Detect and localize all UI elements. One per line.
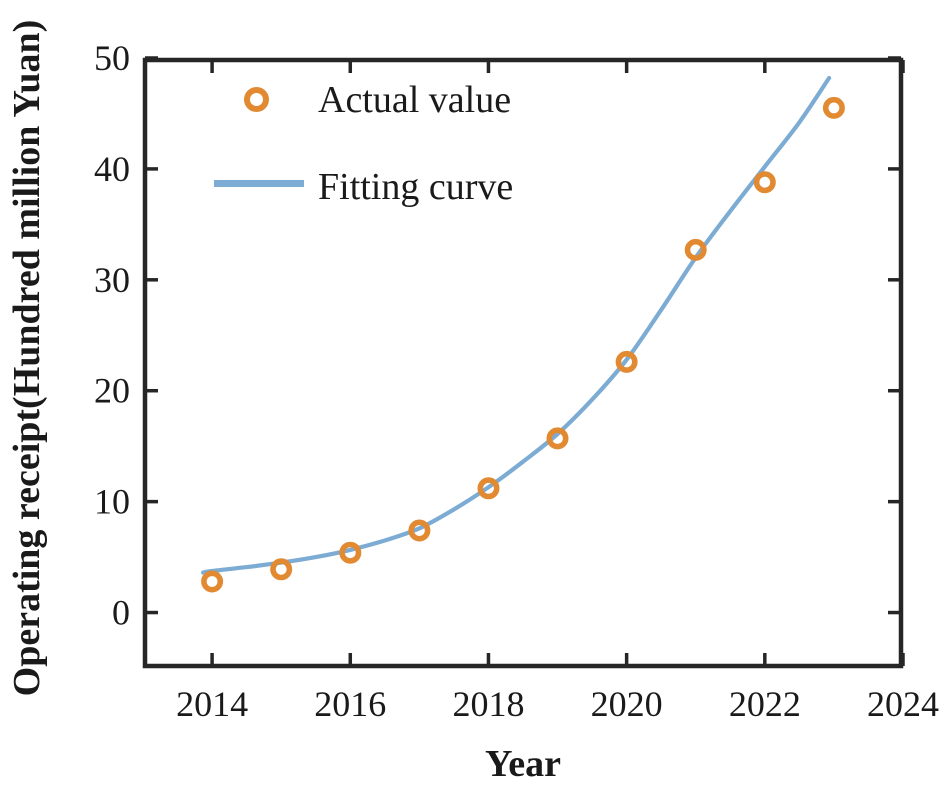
data-point <box>684 238 707 261</box>
x-tick-label: 2024 <box>867 684 939 724</box>
x-tick-label: 2022 <box>729 684 801 724</box>
actual-value-marker-icon <box>244 87 269 112</box>
fitting-curve-line-icon <box>214 180 304 187</box>
data-point <box>822 96 845 119</box>
y-tick-label: 10 <box>94 482 130 522</box>
x-tick-label: 2014 <box>176 684 248 724</box>
x-tick-label: 2018 <box>452 684 524 724</box>
data-point <box>339 541 362 564</box>
data-point <box>270 558 293 581</box>
fitting-curve <box>201 75 832 575</box>
legend-label-fitting-curve: Fitting curve <box>318 166 514 208</box>
y-tick-label: 30 <box>94 260 130 300</box>
data-point <box>615 350 638 373</box>
y-tick-label: 40 <box>94 149 130 189</box>
data-point <box>201 570 224 593</box>
data-point <box>408 519 431 542</box>
data-point <box>753 171 776 194</box>
y-tick-label: 50 <box>94 38 130 78</box>
data-point <box>477 477 500 500</box>
y-tick-label: 20 <box>94 371 130 411</box>
x-tick-label: 2016 <box>314 684 386 724</box>
x-axis-label: Year <box>485 743 561 785</box>
data-point <box>546 427 569 450</box>
y-axis-label: Operating receipt(Hundred million Yuan) <box>6 19 48 697</box>
legend-label-actual-value: Actual value <box>318 79 512 121</box>
plot-frame <box>142 57 904 669</box>
y-tick-label: 0 <box>112 593 130 633</box>
x-tick-label: 2020 <box>591 684 663 724</box>
